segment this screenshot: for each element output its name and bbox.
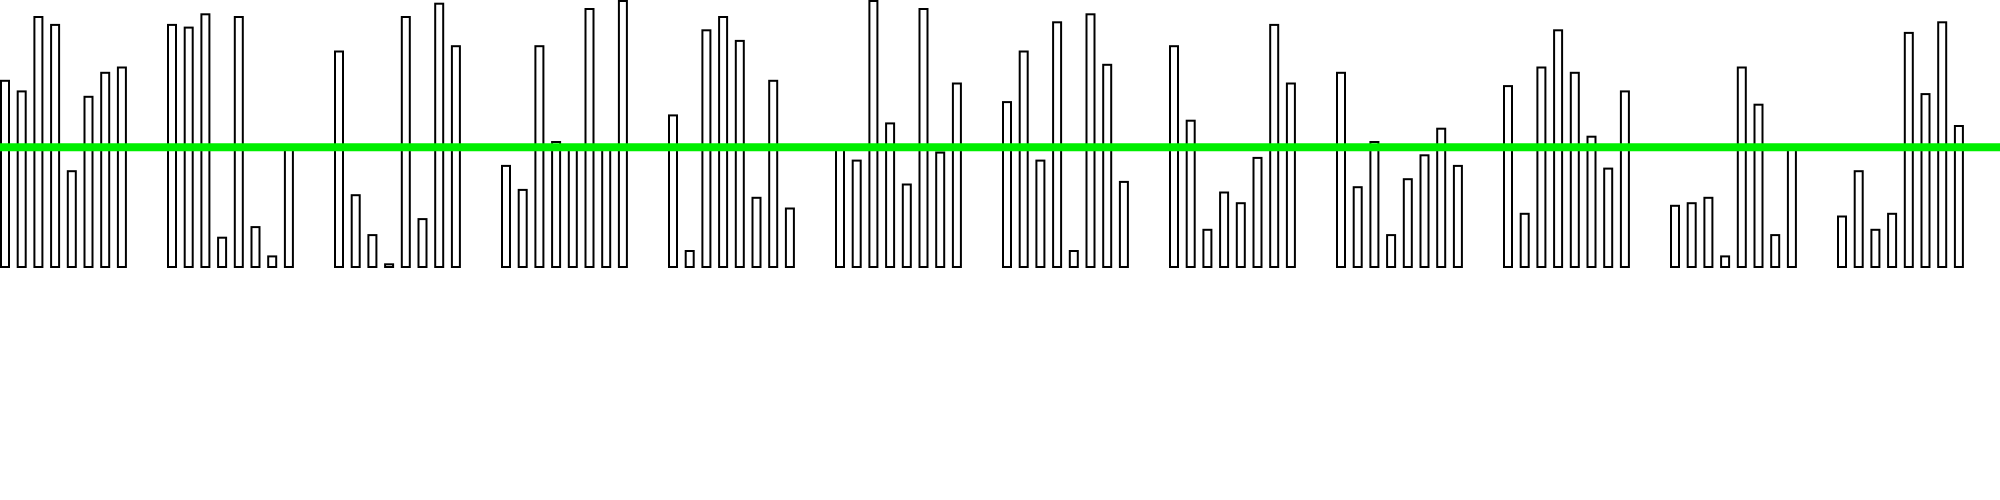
bar bbox=[350, 194, 361, 268]
bar bbox=[668, 114, 678, 269]
bar bbox=[1386, 234, 1397, 269]
bar-group-2 bbox=[167, 13, 294, 269]
bar bbox=[1285, 82, 1296, 268]
bar bbox=[450, 45, 461, 269]
bar bbox=[233, 16, 244, 268]
bar bbox=[1670, 204, 1680, 269]
bar bbox=[116, 66, 127, 268]
bar bbox=[784, 207, 795, 268]
bar bbox=[1920, 93, 1931, 268]
bar bbox=[1870, 228, 1881, 269]
bar bbox=[617, 0, 628, 268]
bar bbox=[33, 16, 44, 268]
bar bbox=[1102, 63, 1113, 268]
bar-group-7 bbox=[1002, 13, 1129, 269]
bar bbox=[1369, 141, 1380, 268]
bar-group-4 bbox=[501, 0, 628, 269]
bar bbox=[0, 79, 10, 268]
bar bbox=[283, 149, 294, 268]
bar bbox=[835, 149, 845, 268]
bar bbox=[267, 255, 278, 268]
bar bbox=[66, 170, 77, 268]
bar bbox=[1703, 196, 1714, 268]
bar bbox=[200, 13, 211, 268]
bar bbox=[1853, 170, 1864, 268]
bar bbox=[250, 226, 261, 269]
bar bbox=[1352, 186, 1363, 268]
bar-group-layer bbox=[0, 0, 1964, 269]
bar bbox=[1235, 202, 1246, 268]
bar bbox=[601, 146, 612, 268]
bar bbox=[1837, 215, 1847, 268]
bar bbox=[100, 71, 111, 268]
bar bbox=[1118, 180, 1129, 268]
bar bbox=[534, 45, 545, 269]
bar bbox=[1720, 255, 1731, 268]
bar bbox=[567, 149, 578, 268]
bar bbox=[918, 8, 929, 268]
bar bbox=[1536, 66, 1547, 268]
bar bbox=[1202, 228, 1213, 269]
bar bbox=[584, 8, 595, 268]
bar-group-6 bbox=[835, 0, 962, 269]
bar bbox=[16, 90, 27, 269]
bar bbox=[334, 50, 344, 268]
bar bbox=[1770, 234, 1781, 269]
bar bbox=[1419, 154, 1430, 268]
bar bbox=[1169, 45, 1179, 269]
bar bbox=[734, 39, 745, 269]
bar bbox=[1402, 178, 1413, 268]
bar bbox=[1436, 127, 1447, 268]
bar-group-5 bbox=[668, 16, 795, 269]
bar bbox=[384, 263, 395, 268]
bar bbox=[1603, 167, 1614, 269]
bar bbox=[1018, 50, 1029, 268]
bar bbox=[1953, 125, 1964, 268]
bar bbox=[1786, 146, 1797, 268]
bar bbox=[1452, 164, 1463, 268]
bar-group-9 bbox=[1336, 71, 1463, 269]
bar-group-3 bbox=[334, 2, 461, 269]
bar bbox=[1068, 250, 1079, 268]
bar bbox=[417, 218, 428, 269]
bar bbox=[517, 188, 528, 268]
bar bbox=[1753, 103, 1764, 268]
bar bbox=[951, 82, 962, 268]
bar bbox=[684, 250, 695, 268]
bar bbox=[1185, 119, 1196, 268]
bar bbox=[1002, 101, 1012, 268]
bar bbox=[885, 122, 896, 269]
bar bbox=[1736, 66, 1747, 268]
bar bbox=[1519, 212, 1530, 269]
bar bbox=[1219, 191, 1230, 268]
bar bbox=[751, 196, 762, 268]
bar bbox=[1035, 159, 1046, 269]
bar bbox=[217, 236, 228, 268]
bar bbox=[768, 79, 779, 268]
bar bbox=[901, 183, 912, 268]
bar-group-11 bbox=[1670, 66, 1797, 269]
bar bbox=[1686, 202, 1697, 268]
bar bbox=[83, 95, 94, 268]
bar bbox=[1503, 85, 1513, 268]
bar bbox=[501, 164, 511, 268]
bar bbox=[1252, 156, 1263, 268]
bar bbox=[935, 151, 946, 269]
bar bbox=[851, 159, 862, 269]
bar bbox=[367, 234, 378, 269]
bar bbox=[1619, 90, 1630, 269]
bar bbox=[1336, 71, 1346, 268]
bar bbox=[1085, 13, 1096, 268]
bar-group-1 bbox=[0, 16, 127, 269]
bar bbox=[1887, 212, 1898, 269]
bar bbox=[400, 16, 411, 268]
bar bbox=[1586, 135, 1597, 268]
bar bbox=[551, 141, 562, 268]
bar bbox=[1569, 71, 1580, 268]
bar bbox=[868, 0, 879, 268]
bar bbox=[434, 2, 445, 268]
bar bbox=[718, 16, 729, 268]
